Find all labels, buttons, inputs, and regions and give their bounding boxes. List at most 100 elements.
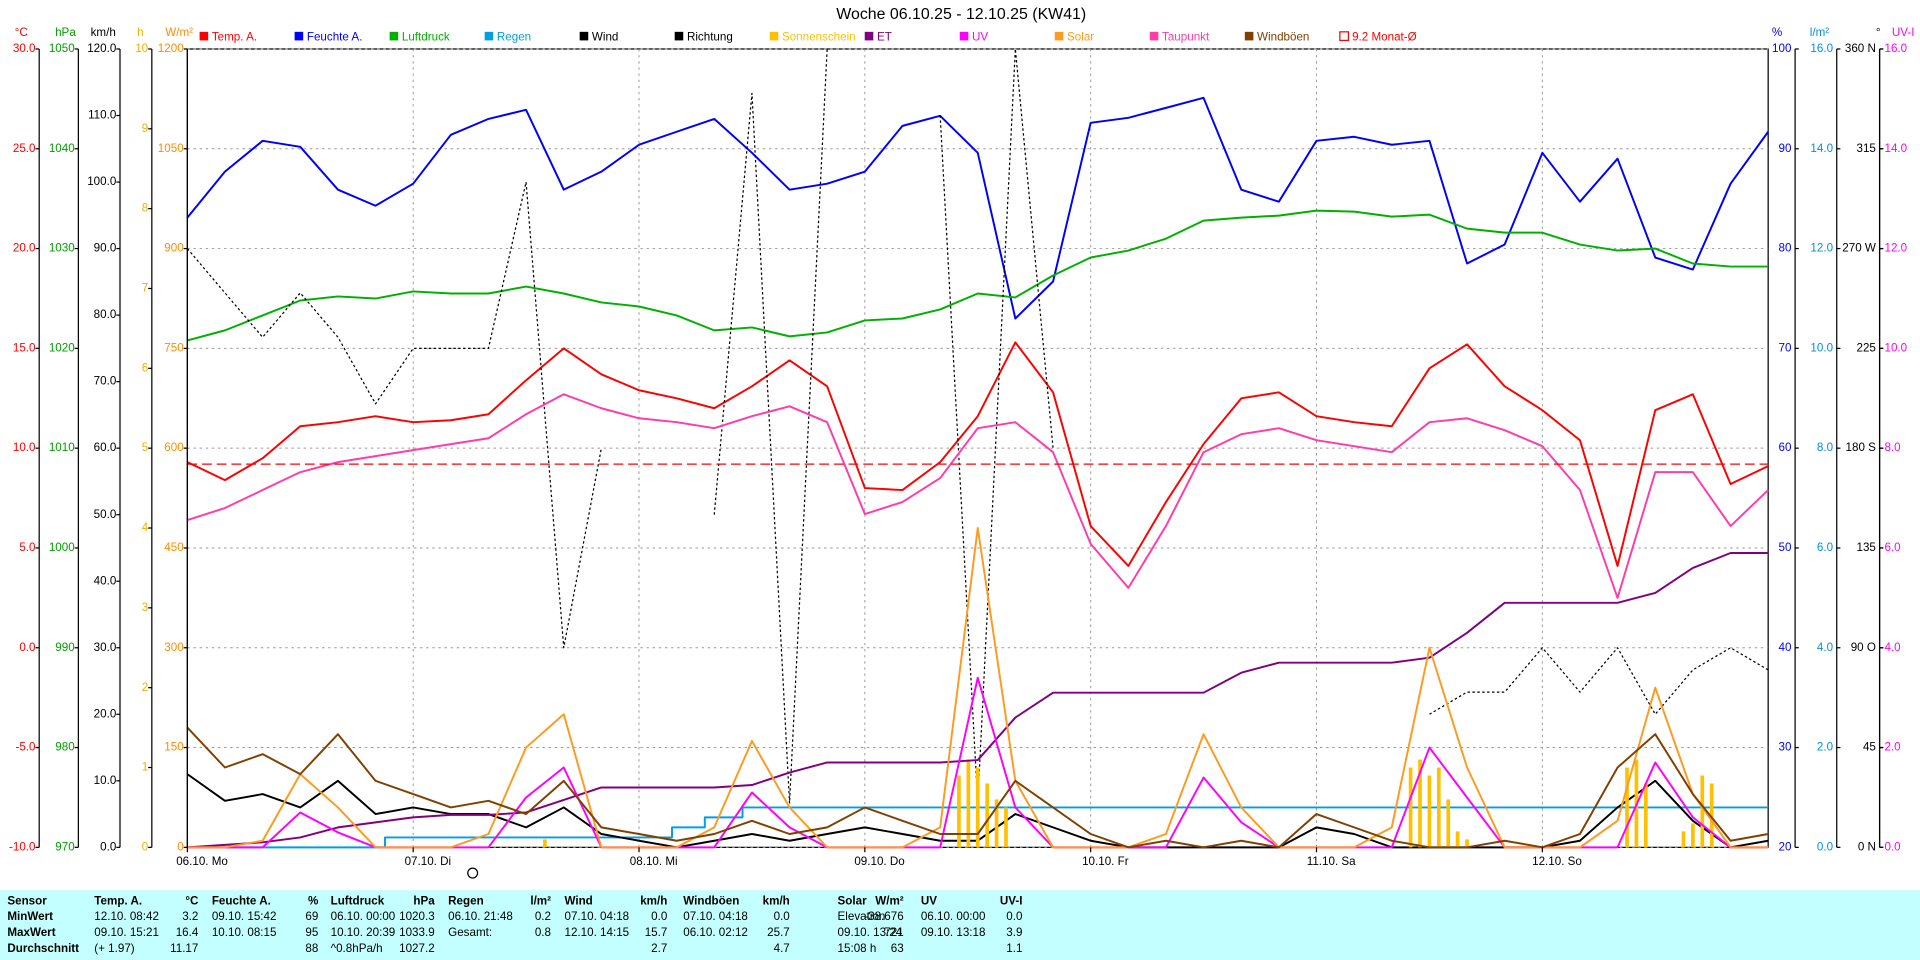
legend-swatch	[1054, 31, 1064, 41]
table-cell: Durchschnitt	[7, 942, 79, 955]
y-tick-label: 1050	[158, 142, 184, 155]
x-tick-label: 07.10. Di	[405, 855, 452, 868]
table-header: l/m²	[530, 894, 551, 907]
y-tick-label: 8.0	[1817, 441, 1834, 454]
legend-swatch	[389, 31, 399, 41]
y-tick-label: 900	[164, 242, 184, 255]
series-line	[186, 341, 1769, 567]
table-header: hPa	[413, 894, 435, 907]
sunshine-bar	[1709, 783, 1714, 848]
y-tick-label: 90	[1778, 142, 1791, 155]
y-tick-label: 8	[142, 202, 148, 215]
y-tick-label: 70	[1778, 341, 1791, 354]
y-tick-label: 100.0	[87, 175, 117, 188]
legend-swatch	[484, 31, 494, 41]
y-tick-label: 10	[135, 42, 148, 55]
table-cell: -38.676	[864, 910, 903, 923]
x-tick-label: 08.10. Mi	[630, 855, 678, 868]
table-cell: 0.0	[774, 910, 791, 923]
legend-swatch	[959, 31, 969, 41]
table-cell: 1027.2	[399, 942, 435, 955]
y-tick-label: 1050	[49, 42, 75, 55]
y-tick-label: 6.0	[1817, 541, 1834, 554]
legend-swatch	[1149, 31, 1159, 41]
table-cell: 15:08 h	[838, 942, 877, 955]
legend-swatch	[579, 31, 589, 41]
y-tick-label: 0.0	[19, 641, 36, 654]
axis-title: km/h	[91, 26, 116, 39]
y-tick-label: 4.0	[1817, 641, 1834, 654]
table-header: W/m²	[875, 894, 904, 907]
legend-swatch	[294, 31, 304, 41]
table-cell: 2.7	[651, 942, 667, 955]
table-cell: Gesamt:	[448, 926, 492, 939]
sunshine-bar	[985, 783, 990, 848]
table-header: °C	[185, 894, 199, 907]
sunshine-bar	[1625, 767, 1629, 848]
table-header: Solar	[838, 894, 868, 907]
table-cell: 0.8	[535, 926, 551, 939]
sunshine-bar	[1408, 767, 1413, 848]
y-tick-label: 1030	[49, 242, 75, 255]
y-tick-label: 14.0	[1810, 142, 1833, 155]
y-tick-label: 6.0	[1884, 541, 1901, 554]
y-tick-label: 1020	[49, 341, 75, 354]
legend: Temp. A. Feuchte A. Luftdruck Regen Wind Rich…	[199, 30, 1417, 43]
legend-label: Luftdruck	[402, 30, 450, 43]
sunshine-bar	[1446, 799, 1451, 848]
y-tick-label: 0	[177, 840, 184, 853]
y-tick-label: 4	[142, 521, 149, 534]
y-tick-label: 0.0	[100, 840, 117, 853]
table-cell: 07.10. 04:18	[683, 910, 748, 923]
sunshine-bar	[1436, 767, 1441, 848]
y-tick-label: 1040	[49, 142, 75, 155]
sunshine-bar	[966, 759, 971, 848]
y-tick-label: 750	[164, 341, 184, 354]
sunshine-bar	[1700, 775, 1705, 848]
stats-background	[0, 890, 1920, 960]
y-tick-label: 90 O	[1851, 641, 1876, 654]
y-tick-label: 100	[1772, 42, 1792, 55]
sunshine-bar	[1004, 807, 1008, 848]
table-cell: 63	[891, 942, 904, 955]
sunshine-bar	[1681, 831, 1686, 848]
y-tick-label: 6	[142, 361, 148, 374]
y-tick-label: -5.0	[15, 741, 36, 754]
table-cell: 0.0	[651, 910, 668, 923]
y-tick-label: 1200	[158, 42, 184, 55]
legend-swatch	[769, 31, 779, 41]
table-cell: 15.7	[645, 926, 668, 939]
legend-label: ET	[877, 30, 892, 43]
legend-swatch	[674, 31, 684, 41]
y-tick-label: 20	[1778, 840, 1791, 853]
table-cell: 09.10. 13:18	[921, 926, 986, 939]
y-tick-label: 80	[1778, 242, 1791, 255]
y-tick-label: 0.0	[1884, 840, 1901, 853]
axis-title: l/m²	[1810, 26, 1829, 39]
table-cell: 1020.3	[399, 910, 435, 923]
axis-title: W/m²	[165, 26, 193, 39]
y-tick-label: 40.0	[94, 574, 117, 587]
y-tick-label: 315	[1857, 142, 1876, 155]
series-line	[186, 96, 1769, 320]
x-tick-label: 11.10. Sa	[1307, 855, 1356, 868]
sunshine-bar	[1418, 759, 1422, 848]
series-line	[187, 806, 1769, 849]
table-cell: 69	[305, 910, 318, 923]
legend-label: Temp. A.	[212, 30, 257, 43]
table-cell: 12.10. 14:15	[564, 926, 629, 939]
y-tick-label: 990	[55, 641, 75, 654]
marks	[186, 48, 1769, 849]
series-line	[187, 552, 1769, 849]
sunshine-bar	[1644, 783, 1648, 848]
table-cell: 10.10. 20:39	[331, 926, 396, 939]
y-tick-label: 5	[142, 441, 148, 454]
y-tick-label: 16.0	[1810, 42, 1833, 55]
y-tick-label: 25.0	[13, 142, 36, 155]
legend-label: Sonnenschein	[782, 30, 856, 43]
series-line	[186, 726, 1769, 849]
y-tick-label: 7	[142, 282, 148, 295]
table-cell: 3.9	[1006, 926, 1022, 939]
table-header: Feuchte A.	[212, 894, 271, 907]
